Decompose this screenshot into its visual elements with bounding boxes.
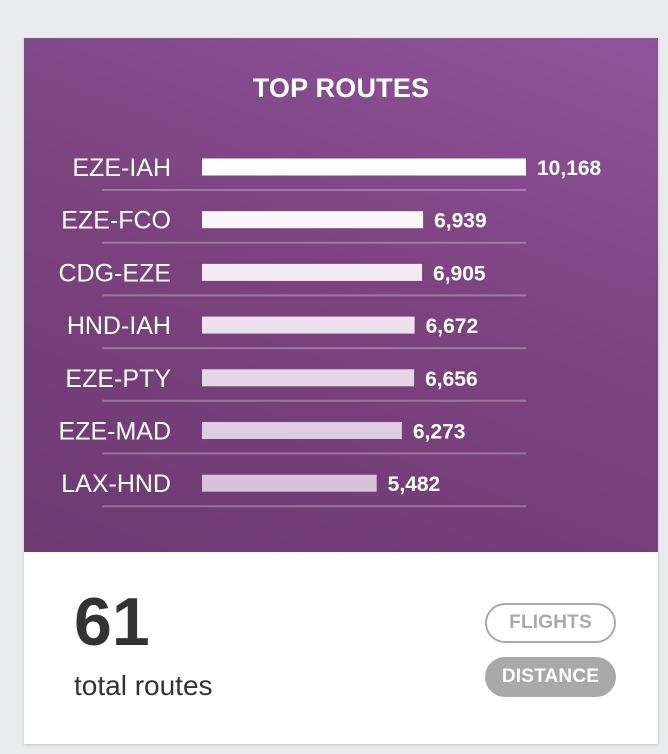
route-label: CDG-EZE — [59, 259, 172, 287]
value-label: 6,672 — [426, 315, 479, 338]
value-label: 6,273 — [413, 421, 466, 444]
value-label: 10,168 — [537, 157, 602, 180]
route-bar — [202, 316, 415, 334]
total-routes-count: 61 — [74, 584, 150, 660]
value-label: 6,905 — [433, 262, 486, 285]
route-bar — [202, 474, 377, 492]
route-label: LAX-HND — [61, 470, 171, 498]
route-bar — [202, 369, 415, 387]
route-label: HND-IAH — [67, 312, 171, 340]
route-label: EZE-PTY — [65, 365, 171, 393]
value-label: 5,482 — [388, 473, 441, 496]
route-bar — [202, 158, 526, 176]
value-label: 6,656 — [425, 368, 478, 391]
chart-panel: TOP ROUTES EZE-IAH 10,168 EZE-FCO 6,939 CDG-… — [24, 38, 658, 552]
route-bar — [202, 211, 424, 229]
flights-button[interactable]: FLIGHTS — [485, 603, 616, 643]
route-label: EZE-IAH — [72, 154, 171, 182]
value-label: 6,939 — [434, 210, 487, 233]
bar-chart: EZE-IAH 10,168 EZE-FCO 6,939 CDG-EZE 6,905 HND… — [59, 154, 602, 508]
summary-footer: 61 total routes FLIGHTS DISTANCE — [24, 552, 658, 744]
chart-title: TOP ROUTES — [252, 73, 430, 103]
top-routes-card: TOP ROUTES EZE-IAH 10,168 EZE-FCO 6,939 CDG-… — [24, 38, 658, 744]
route-bar — [202, 422, 402, 439]
route-label: EZE-MAD — [59, 418, 172, 446]
route-bar — [202, 263, 423, 281]
distance-button[interactable]: DISTANCE — [485, 657, 616, 697]
total-routes-label: total routes — [74, 670, 213, 701]
route-label: EZE-FCO — [61, 207, 171, 235]
